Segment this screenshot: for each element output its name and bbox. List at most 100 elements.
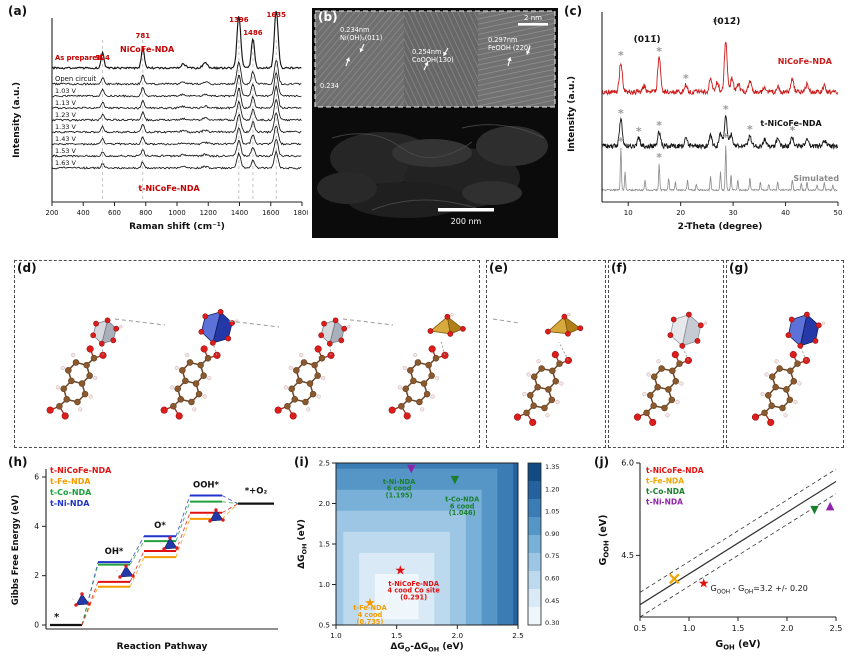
x-tick-label: 1.0 (330, 631, 342, 640)
nanosheet (347, 182, 467, 218)
oxygen-atom (797, 343, 804, 349)
trace-label: 1.03 V (55, 87, 77, 95)
oxygen-atom (318, 332, 324, 339)
panel-raman: (a) 200 400 600 800 1000 1200 1400 1600 1800 Rama… (6, 4, 308, 244)
carbon-atom (195, 390, 203, 398)
oxygen-atom (686, 311, 692, 318)
carbon-atom (668, 396, 676, 404)
carbon-atom (647, 392, 654, 399)
step-connector (221, 503, 239, 514)
step-connector (221, 501, 239, 505)
nanosheet (462, 181, 522, 205)
peak-star: * (747, 123, 753, 136)
hydrogen-atom (283, 385, 288, 390)
polyhedron-edge (799, 314, 808, 346)
colorbar-tick-label: 0.60 (545, 575, 559, 583)
oxygen-atom (789, 351, 797, 359)
hydrogen-atom (536, 359, 541, 364)
colorbar-band (528, 517, 541, 535)
x-tick-label: 1.5 (391, 631, 402, 640)
tem-annotation: FeOOH (220) (488, 44, 531, 52)
x-tick-label: 40 (781, 209, 790, 217)
series-label: t-NiCoFe-NDA (760, 119, 822, 128)
oxygen-atom (200, 345, 208, 353)
miller-index: (012̄) (713, 17, 740, 27)
x-tick-label: 200 (46, 209, 59, 217)
colorbar-band (528, 499, 541, 517)
oxygen-atom (80, 592, 84, 596)
carbon-atom (661, 404, 668, 412)
oxygen-atom (667, 332, 674, 339)
hydrogen-atom (60, 365, 65, 370)
y-axis-title: Intensity (a.u.) (567, 76, 577, 152)
carbon-atom (63, 396, 71, 403)
step-connector (175, 512, 191, 552)
scalebar-bottom-label: 200 nm (451, 217, 482, 226)
oxygen-atom (441, 351, 449, 359)
oxygen-atom (444, 313, 451, 320)
x-axis-title: Reaction Pathway (117, 642, 208, 652)
x-tick-label: 30 (729, 209, 738, 217)
arrow-head (424, 61, 429, 66)
carbon-atom (204, 354, 212, 362)
carbon-atom (530, 373, 538, 380)
metal-polyhedron (427, 313, 466, 337)
hydrogen-atom (774, 359, 779, 364)
oxygen-atom (118, 575, 122, 579)
carbon-atom (60, 385, 67, 393)
oxygen-atom (198, 328, 205, 335)
carbon-atom (643, 409, 650, 417)
oxygen-atom (338, 337, 345, 344)
carbon-atom (425, 361, 432, 369)
hydrogen-atom (397, 385, 402, 390)
hydrogen-atom (545, 413, 550, 418)
y-tick-label: 4 (34, 522, 39, 531)
carbon-atom (83, 361, 90, 369)
hydrogen-atom (703, 321, 707, 325)
x-tick-label: 600 (108, 209, 121, 217)
carbon-atom (398, 402, 405, 410)
metal-polyhedron (198, 309, 239, 346)
panel-label-a: (a) (8, 4, 28, 18)
trace-label: 1.53 V (55, 147, 77, 155)
hydrogen-bond (492, 318, 520, 324)
hydrogen-atom (797, 381, 802, 386)
marker-triangle-down: ▼ (407, 462, 416, 475)
y-axis-title: Gibbs Free Energy (eV) (11, 495, 21, 606)
colorbar-tick-label: 0.90 (545, 530, 559, 538)
peak-star: * (656, 151, 662, 164)
peak-star: * (712, 16, 718, 29)
raman-trace (51, 138, 302, 158)
carbon-atom (293, 367, 300, 374)
oxygen-atom (113, 325, 120, 332)
colorbar-tick-label: 0.30 (545, 619, 559, 627)
colorbar-tick-label: 1.35 (545, 463, 559, 471)
band (374, 573, 419, 620)
oxygen-atom (649, 418, 657, 426)
step-label: OOH* (193, 481, 220, 491)
hydrogen-atom (555, 400, 560, 405)
y-tick-label: 1.0 (319, 580, 331, 589)
hydrogen-atom (793, 400, 798, 405)
carbon-atom (90, 354, 98, 362)
panel-label-g: (g) (729, 261, 749, 275)
x-tick-label: 20 (676, 209, 685, 217)
trace-label: 1.43 V (55, 135, 77, 143)
y-axis-title: Intensity (a.u.) (12, 82, 22, 158)
oxygen-atom (98, 340, 105, 347)
fit-band-line (639, 468, 837, 593)
fit-annotation: GOOH - GOH=3.2 +/- 0.20 (711, 584, 808, 596)
oxygen-atom (447, 331, 454, 337)
marker-label: 6 cood (450, 502, 475, 510)
tem-annotation: 0.297nm (488, 36, 517, 44)
arrow-head (507, 57, 512, 62)
y-tick-label: 0 (34, 621, 39, 630)
fit-line (639, 480, 837, 606)
carbon-atom (414, 359, 422, 366)
hydrogen-atom (321, 376, 326, 381)
hydrogen-atom (567, 312, 571, 317)
x-tick-label: 1400 (231, 209, 248, 217)
oxygen-atom (221, 518, 225, 522)
